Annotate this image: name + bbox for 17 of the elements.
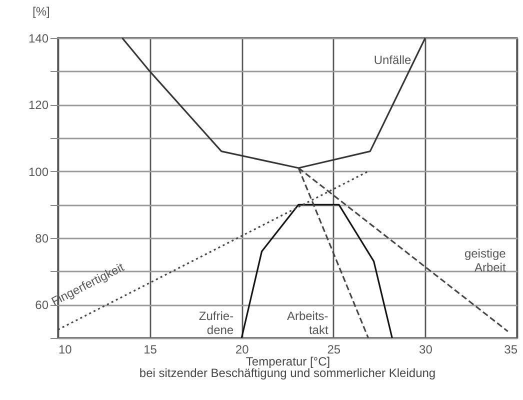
series-label: Unfälle [374,53,412,67]
x-axis-title: Temperatur [°C] [246,354,330,368]
y-tick-label: 80 [35,232,49,246]
x-tick-label: 20 [235,342,250,356]
x-tick-label: 25 [327,342,341,356]
y-tick-label: 120 [28,98,49,112]
y-tick-label: 140 [28,32,49,46]
y-tick-label: 100 [28,164,49,179]
x-tick-label: 15 [144,342,158,356]
series-label: Zufrie-dene [198,309,234,337]
x-tick-label: 35 [504,342,518,356]
x-tick-label: 10 [58,342,72,356]
text: Arbeits-takt [286,309,329,337]
x-tick-label: 30 [419,342,433,356]
y-tick-label: 60 [35,298,49,312]
series-label: geistige Arbeit [464,246,506,274]
y-axis-title: [%] [32,4,50,18]
